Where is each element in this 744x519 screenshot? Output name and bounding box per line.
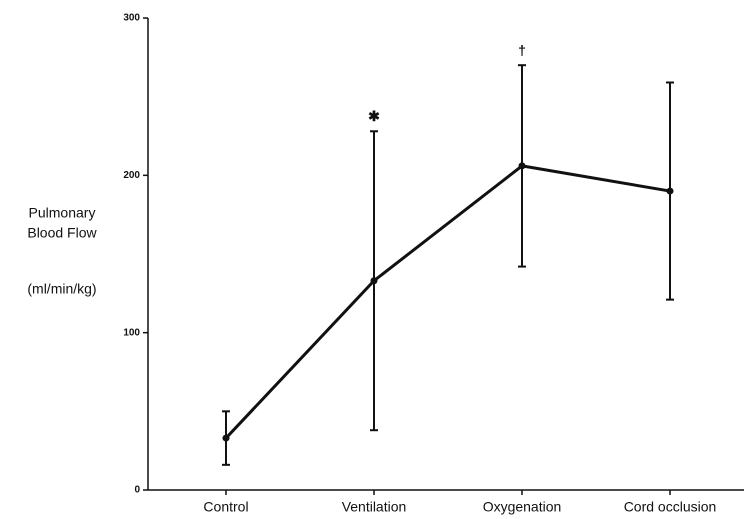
annotation: † <box>518 42 526 58</box>
point <box>518 162 526 170</box>
point <box>370 277 378 285</box>
x-tick-label: Control <box>203 499 248 515</box>
line <box>224 164 671 440</box>
y-tick-label: 100 <box>123 327 140 338</box>
y-label: Blood Flow <box>27 225 97 241</box>
point <box>222 434 230 442</box>
x-tick-label: Oxygenation <box>483 499 562 515</box>
x-tick-label: Ventilation <box>342 499 407 515</box>
x-tick-label: Cord occlusion <box>624 499 717 515</box>
y-tick-label: 0 <box>134 485 140 496</box>
y-tick-label: 200 <box>123 170 140 181</box>
point <box>666 187 674 195</box>
y-label: Pulmonary <box>29 205 96 221</box>
y-label: (ml/min/kg) <box>27 281 96 297</box>
annotation: ✱ <box>368 108 380 124</box>
y-tick-label: 300 <box>123 13 140 24</box>
